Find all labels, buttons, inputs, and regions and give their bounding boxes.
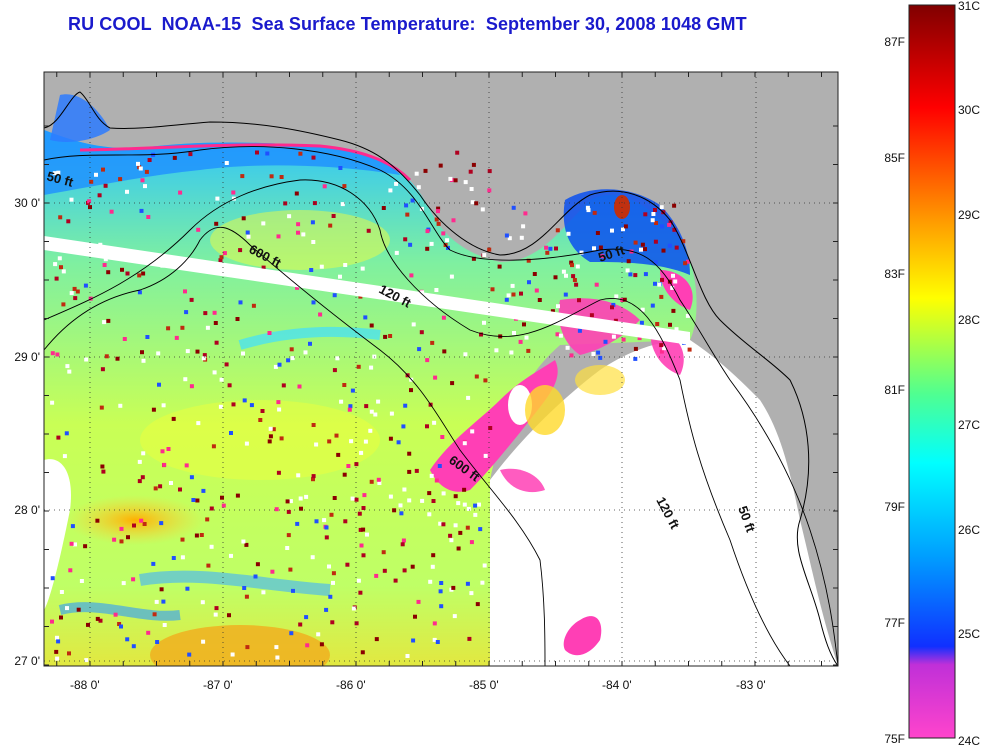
warm-patch xyxy=(150,625,330,666)
lon-tick-label: -83 0' xyxy=(736,678,766,692)
colorbar-fahrenheit-label: 87F xyxy=(884,35,905,49)
cold-bay-west xyxy=(50,94,110,142)
lon-tick-label: -88 0' xyxy=(70,678,100,692)
colorbar-fahrenheit-label: 77F xyxy=(884,616,905,630)
lon-tick-label: -85 0' xyxy=(469,678,499,692)
colorbar-celsius-label: 30C xyxy=(958,103,980,117)
colorbar-celsius-label: 31C xyxy=(958,0,980,13)
warm-patch xyxy=(140,400,380,480)
lat-tick-label: 27 0' xyxy=(14,654,40,668)
lon-tick-label: -86 0' xyxy=(336,678,366,692)
colorbar xyxy=(908,4,956,739)
lat-tick-label: 29 0' xyxy=(14,350,40,364)
bathymetry-contours xyxy=(44,146,838,666)
colorbar-fahrenheit-label: 79F xyxy=(884,500,905,514)
satellite-swath-gap xyxy=(44,236,690,345)
sst-pixels xyxy=(50,150,692,663)
colorbar-fahrenheit-label: 75F xyxy=(884,732,905,746)
colorbar-fahrenheit-label: 85F xyxy=(884,151,905,165)
lat-lon-grid xyxy=(44,72,838,666)
lon-tick-label: -84 0' xyxy=(602,678,632,692)
warm-patch xyxy=(210,210,390,270)
cool-patch xyxy=(563,616,602,656)
lat-tick-label: 28 0' xyxy=(14,503,40,517)
colorbar-celsius-label: 27C xyxy=(958,418,980,432)
plot-frame xyxy=(43,71,839,667)
colorbar-celsius-label: 28C xyxy=(958,313,980,327)
lat-tick-label: 30 0' xyxy=(14,196,40,210)
cloud-cover xyxy=(44,459,71,610)
contour-label: 50 ft xyxy=(45,168,75,190)
cold-bay xyxy=(563,189,690,275)
colorbar-fahrenheit-label: 83F xyxy=(884,267,905,281)
cloud-cover xyxy=(490,340,838,666)
lon-tick-label: -87 0' xyxy=(203,678,233,692)
colorbar-celsius-label: 29C xyxy=(958,208,980,222)
warm-patch xyxy=(65,495,205,545)
colorbar-fahrenheit-label: 81F xyxy=(884,383,905,397)
colorbar-celsius-label: 25C xyxy=(958,627,980,641)
cool-patch xyxy=(500,468,545,493)
map-title: RU COOL NOAA-15 Sea Surface Temperature:… xyxy=(68,14,747,34)
axis-ticks xyxy=(44,72,838,666)
coastline xyxy=(44,91,838,666)
colorbar-celsius-label: 24C xyxy=(958,734,980,748)
colorbar-celsius-label: 26C xyxy=(958,523,980,537)
